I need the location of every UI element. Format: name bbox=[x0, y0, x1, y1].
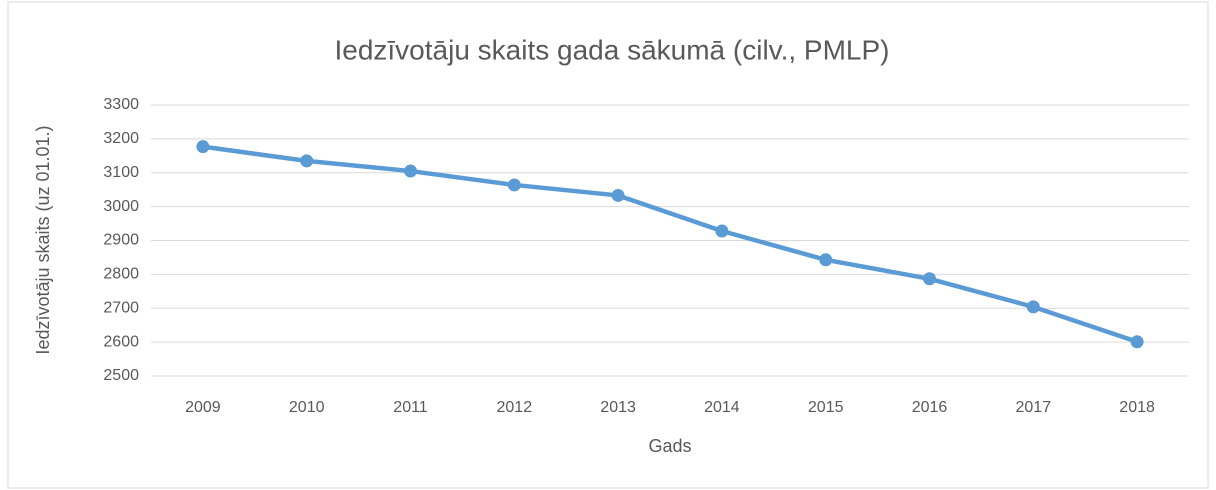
marker bbox=[715, 224, 729, 238]
x-tick-label: 2010 bbox=[289, 399, 325, 416]
y-tick-label: 2500 bbox=[103, 367, 139, 384]
x-tick-label: 2017 bbox=[1016, 399, 1052, 416]
marker bbox=[404, 164, 417, 178]
marker bbox=[1026, 300, 1040, 314]
x-tick-label: 2013 bbox=[600, 399, 636, 416]
marker bbox=[611, 188, 625, 202]
x-tick-label: 2014 bbox=[704, 399, 740, 416]
chart-border bbox=[7, 1, 1209, 489]
x-tick-label: 2011 bbox=[393, 399, 428, 416]
y-tick-label: 3000 bbox=[103, 198, 139, 215]
y-tick-label: 3200 bbox=[103, 130, 139, 147]
marker bbox=[923, 272, 936, 286]
x-tick-label: 2009 bbox=[185, 399, 221, 416]
y-tick-label: 2900 bbox=[103, 232, 139, 249]
x-axis-label: Gads bbox=[648, 436, 691, 456]
marker bbox=[507, 178, 521, 192]
x-tick-label: 2012 bbox=[497, 399, 533, 416]
marker bbox=[300, 154, 314, 168]
x-tick-label: 2018 bbox=[1119, 399, 1155, 416]
marker bbox=[819, 253, 833, 267]
y-tick-label: 3100 bbox=[103, 164, 139, 181]
y-tick-label: 2600 bbox=[103, 333, 139, 350]
x-tick-label: 2016 bbox=[912, 399, 948, 416]
marker bbox=[1130, 335, 1144, 349]
chart-title: Iedzīvotāju skaits gada sākumā (cilv., P… bbox=[334, 34, 889, 65]
y-tick-label: 2700 bbox=[103, 299, 139, 316]
line bbox=[202, 144, 1138, 344]
x-tick-label: 2015 bbox=[808, 399, 844, 416]
y-tick-label: 2800 bbox=[103, 266, 139, 283]
y-axis-label: Iedzīvotāju skaits (uz 01.01.) bbox=[33, 125, 53, 354]
y-tick-label: 3300 bbox=[103, 96, 139, 113]
marker bbox=[196, 140, 210, 154]
